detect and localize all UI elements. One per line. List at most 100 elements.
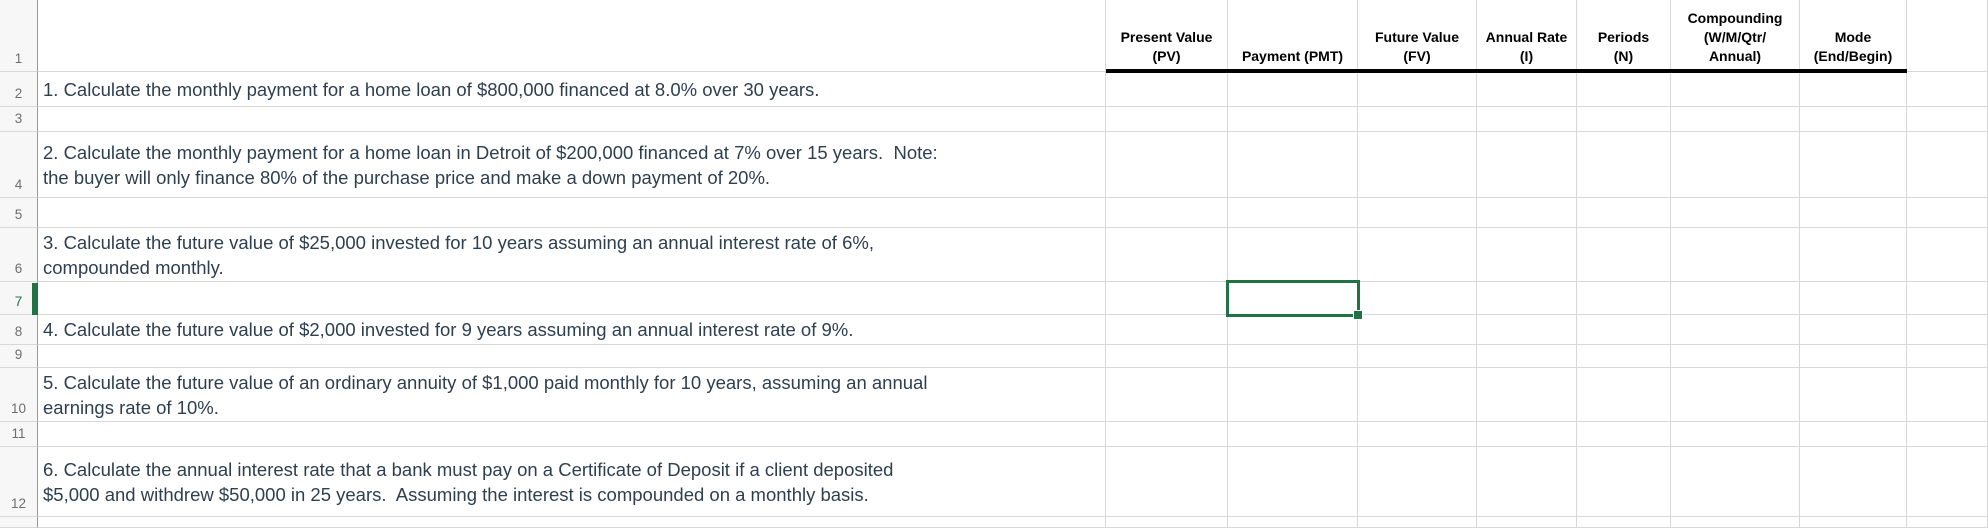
cell[interactable]	[1671, 132, 1800, 198]
cell[interactable]	[1477, 198, 1577, 228]
question-cell-5[interactable]: 5. Calculate the future value of an ordi…	[38, 368, 1106, 422]
cell[interactable]	[38, 422, 1106, 447]
row-header-11[interactable]: 11	[0, 422, 38, 447]
cell[interactable]	[1106, 132, 1228, 198]
cell[interactable]	[1477, 107, 1577, 132]
cell[interactable]	[1358, 422, 1477, 447]
cell[interactable]	[1106, 228, 1228, 282]
cell[interactable]	[1907, 198, 1988, 228]
cell[interactable]	[38, 282, 1106, 315]
cell[interactable]	[1358, 228, 1477, 282]
cell[interactable]	[1228, 315, 1358, 345]
cell[interactable]	[1106, 315, 1228, 345]
cell[interactable]	[1671, 198, 1800, 228]
cell[interactable]	[1800, 447, 1907, 517]
cell[interactable]	[1907, 107, 1988, 132]
cell[interactable]	[1477, 422, 1577, 447]
cell[interactable]	[1358, 107, 1477, 132]
cell[interactable]	[1577, 422, 1671, 447]
row-header-8[interactable]: 8	[0, 315, 38, 345]
cell[interactable]	[1106, 107, 1228, 132]
question-cell-3[interactable]: 3. Calculate the future value of $25,000…	[38, 228, 1106, 282]
column-header-mode[interactable]: Mode (End/Begin)	[1800, 0, 1907, 72]
cell[interactable]	[1228, 228, 1358, 282]
cell[interactable]	[1106, 72, 1228, 107]
cell[interactable]	[1800, 228, 1907, 282]
cell[interactable]	[1907, 422, 1988, 447]
cell[interactable]	[1577, 315, 1671, 345]
cell[interactable]	[1228, 345, 1358, 368]
cell[interactable]	[1577, 282, 1671, 315]
cell[interactable]	[1800, 422, 1907, 447]
cell[interactable]	[1800, 72, 1907, 107]
cell[interactable]	[1358, 517, 1477, 528]
cell[interactable]	[1477, 447, 1577, 517]
cell[interactable]	[1671, 72, 1800, 107]
cell[interactable]	[1477, 228, 1577, 282]
column-header-annual-rate[interactable]: Annual Rate (I)	[1477, 0, 1577, 72]
column-header-future-value[interactable]: Future Value (FV)	[1358, 0, 1477, 72]
cell[interactable]	[1671, 107, 1800, 132]
cell[interactable]	[1577, 72, 1671, 107]
row-header-1[interactable]: 1	[0, 0, 38, 72]
cell[interactable]	[1907, 228, 1988, 282]
cell[interactable]	[1477, 368, 1577, 422]
cell[interactable]	[1358, 345, 1477, 368]
cell[interactable]	[1228, 132, 1358, 198]
cell[interactable]	[1228, 517, 1358, 528]
cell[interactable]	[38, 198, 1106, 228]
cell[interactable]	[1228, 282, 1358, 315]
cell[interactable]	[1106, 368, 1228, 422]
cell[interactable]	[1106, 345, 1228, 368]
fill-handle[interactable]	[1353, 310, 1363, 320]
cell[interactable]	[1800, 107, 1907, 132]
cell[interactable]	[1907, 447, 1988, 517]
cell[interactable]	[1358, 315, 1477, 345]
cell[interactable]	[1477, 282, 1577, 315]
row-header-12[interactable]: 12	[0, 447, 38, 517]
cell[interactable]	[1106, 422, 1228, 447]
cell[interactable]	[1577, 132, 1671, 198]
cell[interactable]	[1477, 72, 1577, 107]
cell[interactable]	[1358, 132, 1477, 198]
cell[interactable]	[1907, 132, 1988, 198]
row-header-2[interactable]: 2	[0, 72, 38, 107]
cell[interactable]	[1577, 368, 1671, 422]
cell[interactable]	[1800, 132, 1907, 198]
row-header-13[interactable]	[0, 517, 38, 528]
question-cell-1[interactable]: 1. Calculate the monthly payment for a h…	[38, 72, 1106, 107]
cell[interactable]	[1477, 345, 1577, 368]
cell[interactable]	[1800, 282, 1907, 315]
cell[interactable]	[1358, 447, 1477, 517]
row-header-6[interactable]: 6	[0, 228, 38, 282]
cell[interactable]	[1800, 315, 1907, 345]
cell[interactable]	[1671, 315, 1800, 345]
cell[interactable]	[1671, 345, 1800, 368]
selected-cell[interactable]	[1226, 280, 1363, 320]
cell[interactable]	[1577, 447, 1671, 517]
cell[interactable]	[1907, 315, 1988, 345]
column-header-compounding[interactable]: Compounding (W/M/Qtr/ Annual)	[1671, 0, 1800, 72]
cell[interactable]	[1477, 315, 1577, 345]
cell[interactable]	[1228, 198, 1358, 228]
cell[interactable]	[1358, 198, 1477, 228]
cell[interactable]	[38, 345, 1106, 368]
cell[interactable]	[1671, 447, 1800, 517]
cell[interactable]	[1577, 517, 1671, 528]
cell[interactable]	[38, 0, 1106, 72]
cell[interactable]	[1106, 447, 1228, 517]
cell[interactable]	[1800, 345, 1907, 368]
cell[interactable]	[1907, 282, 1988, 315]
column-header-present-value[interactable]: Present Value (PV)	[1106, 0, 1228, 72]
row-header-5[interactable]: 5	[0, 198, 38, 228]
cell[interactable]	[1477, 517, 1577, 528]
cell[interactable]	[1106, 198, 1228, 228]
cell[interactable]	[1671, 422, 1800, 447]
cell[interactable]	[1477, 132, 1577, 198]
cell[interactable]	[1907, 517, 1988, 528]
cell[interactable]	[1577, 228, 1671, 282]
row-header-3[interactable]: 3	[0, 107, 38, 132]
cell[interactable]	[38, 517, 1106, 528]
cell[interactable]	[1907, 345, 1988, 368]
cell[interactable]	[1228, 107, 1358, 132]
